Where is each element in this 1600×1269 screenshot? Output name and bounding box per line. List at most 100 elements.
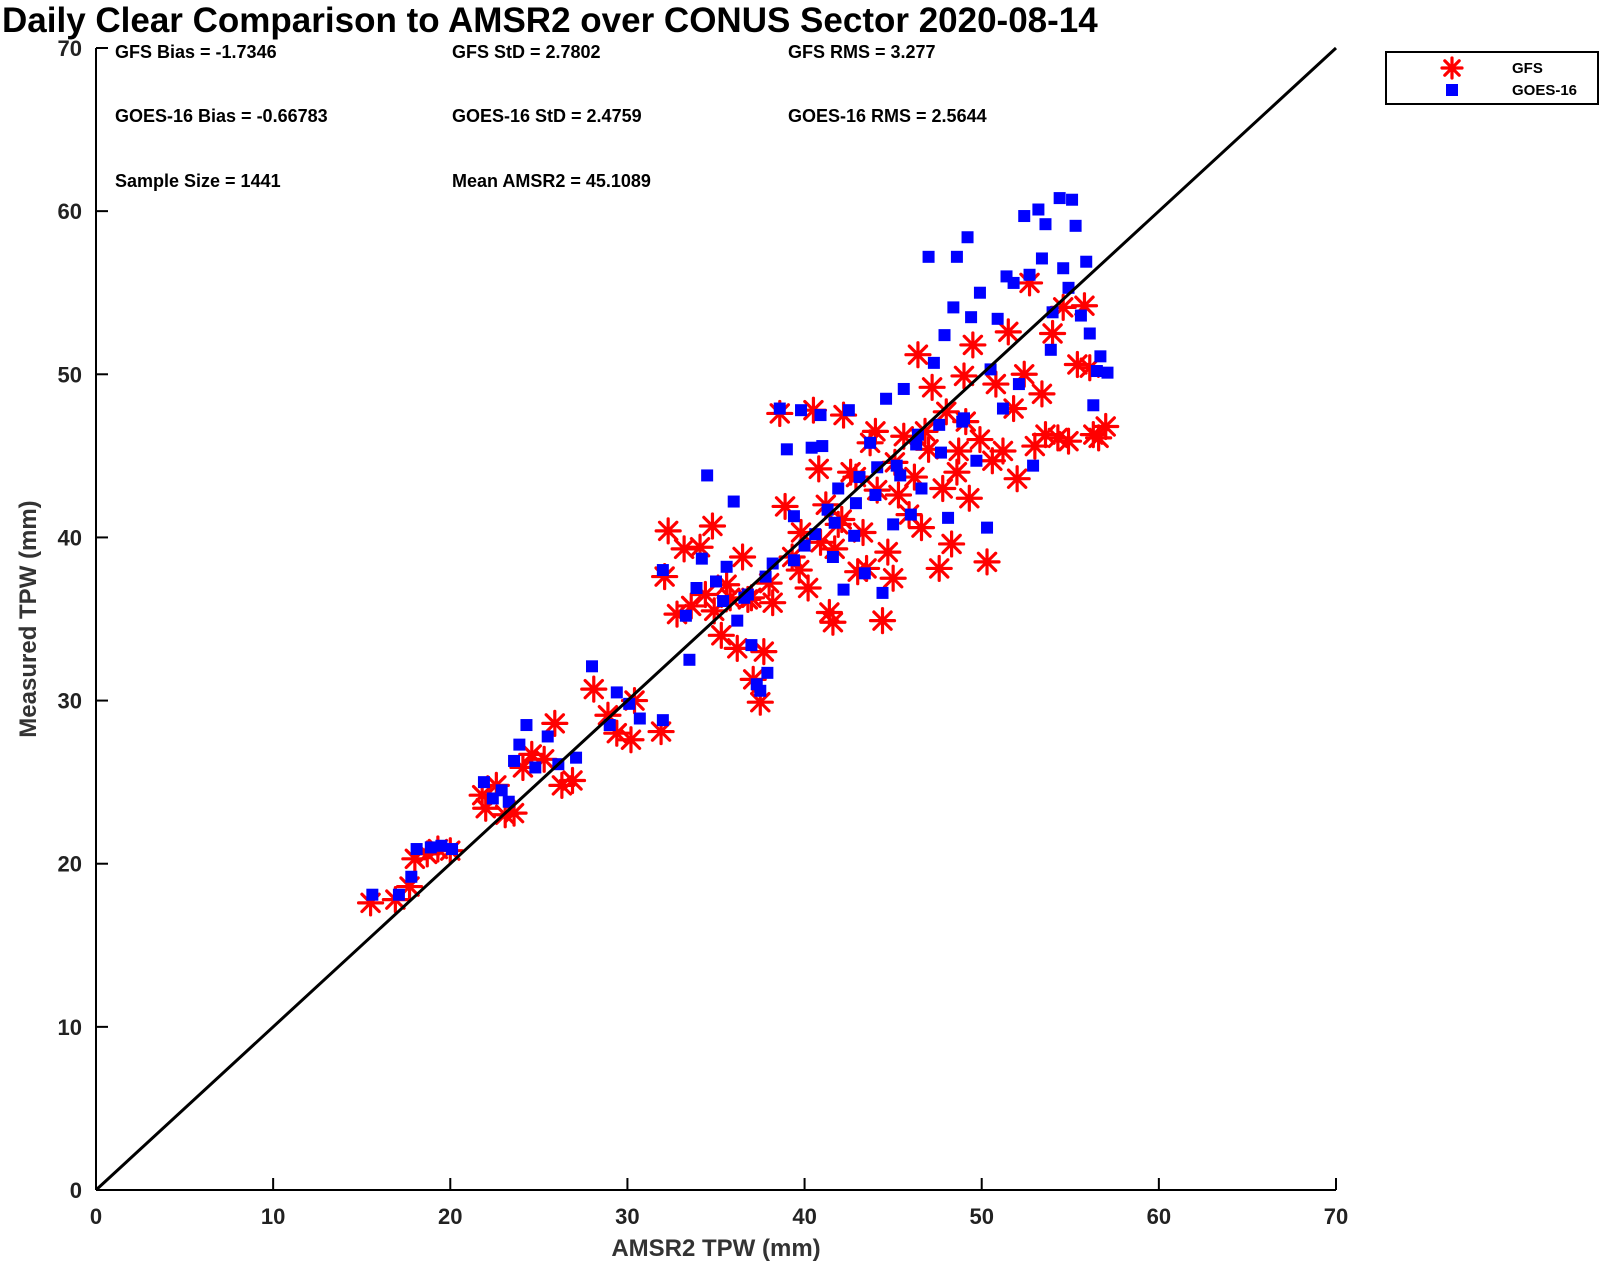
goes-16-point <box>477 776 490 789</box>
goes-16-point <box>795 404 808 417</box>
legend-goes-16-marker <box>1446 84 1458 96</box>
stat-annotation: GFS Bias = -1.7346 <box>115 42 277 62</box>
goes-16-point <box>679 609 692 622</box>
goes-16-point <box>871 461 884 474</box>
goes-16-point <box>880 392 893 405</box>
gfs-point <box>1092 412 1120 441</box>
legend-box <box>1385 51 1599 105</box>
gfs-point <box>750 638 778 666</box>
gfs-point <box>698 512 727 540</box>
goes-16-point <box>933 418 946 431</box>
goes-16-point <box>731 614 744 627</box>
goes-16-point <box>710 575 722 588</box>
gfs-point <box>907 514 936 542</box>
goes-16-point <box>690 582 703 595</box>
gfs-point <box>654 517 682 545</box>
goes-16-point <box>814 409 827 422</box>
gfs-point <box>771 492 799 521</box>
goes-16-point <box>656 714 669 727</box>
goes-16-point <box>894 469 907 482</box>
y-tick-label: 20 <box>58 852 82 877</box>
goes-16-point <box>853 471 866 484</box>
x-tick-label: 30 <box>615 1204 639 1229</box>
goes-16-point <box>745 639 758 652</box>
y-tick-label: 70 <box>58 36 82 61</box>
stat-annotation: GOES-16 StD = 2.4759 <box>452 106 642 126</box>
goes-16-point <box>787 510 800 523</box>
goes-16-point <box>1007 276 1020 289</box>
goes-16-point <box>996 402 1009 415</box>
gfs-point <box>929 474 957 503</box>
gfs-point <box>943 458 971 486</box>
y-tick-label: 0 <box>70 1178 82 1203</box>
gfs-point <box>558 766 587 795</box>
y-tick-label: 30 <box>58 689 82 714</box>
gfs-point <box>1028 380 1056 408</box>
legend-gfs-label: GFS <box>1512 60 1543 77</box>
goes-16-point <box>610 686 623 699</box>
goes-16-point <box>366 888 379 901</box>
goes-16-point <box>446 843 459 856</box>
stat-annotation: GOES-16 Bias = -0.66783 <box>115 106 328 126</box>
goes-16-point <box>832 482 845 495</box>
chart-title: Daily Clear Comparison to AMSR2 over CON… <box>2 1 1098 40</box>
goes-16-point <box>984 363 997 376</box>
goes-16-point <box>502 795 515 808</box>
goes-16-point <box>826 551 839 564</box>
goes-16-point <box>897 382 910 395</box>
x-tick-label: 40 <box>792 1204 816 1229</box>
goes-16-point <box>927 356 940 369</box>
goes-16-point <box>603 719 616 732</box>
gfs-point <box>879 564 907 592</box>
gfs-point <box>723 634 751 662</box>
goes-16-point <box>922 250 935 263</box>
goes-16-point <box>934 446 947 459</box>
goes-16-point <box>876 586 889 599</box>
x-tick-label: 0 <box>90 1204 102 1229</box>
goes-16-point <box>890 459 903 472</box>
x-tick-label: 50 <box>969 1204 993 1229</box>
goes-16-point <box>520 719 533 732</box>
goes-16-point <box>915 482 928 495</box>
goes-16-point <box>780 443 793 456</box>
goes-16-point <box>435 839 448 852</box>
goes-16-point <box>410 843 423 856</box>
gfs-point <box>904 341 932 369</box>
goes-16-point <box>1053 192 1066 205</box>
goes-16-point <box>720 560 733 573</box>
legend-goes-16-label: GOES-16 <box>1512 82 1577 99</box>
gfs-point <box>884 481 913 509</box>
gfs-point <box>966 425 994 454</box>
gfs-point <box>932 398 960 426</box>
x-tick-label: 60 <box>1147 1204 1171 1229</box>
goes-16-point <box>965 311 978 324</box>
gfs-point <box>1044 424 1072 452</box>
gfs-point <box>670 535 698 563</box>
goes-16-point <box>973 286 986 299</box>
goes-16-point <box>1094 350 1107 363</box>
goes-16-point <box>633 712 646 725</box>
series-gfs <box>356 269 1120 917</box>
gfs-point <box>950 362 978 390</box>
stat-annotation: Sample Size = 1441 <box>115 171 281 191</box>
goes-16-point <box>1087 399 1100 412</box>
goes-16-point <box>970 454 983 467</box>
gfs-point <box>959 331 987 359</box>
gfs-point <box>874 538 902 566</box>
goes-16-point <box>805 441 818 454</box>
goes-16-point <box>1057 262 1070 275</box>
goes-16-point <box>947 301 960 314</box>
goes-16-point <box>958 412 970 425</box>
goes-16-point <box>1074 309 1087 322</box>
x-tick-label: 10 <box>261 1204 285 1229</box>
stat-annotation: Mean AMSR2 = 45.1089 <box>452 171 651 191</box>
goes-16-point <box>541 730 554 743</box>
goes-16-point <box>570 751 583 764</box>
goes-16-point <box>773 402 786 415</box>
goes-16-point <box>798 539 811 552</box>
goes-16-point <box>858 567 871 580</box>
goes-16-point <box>683 653 696 666</box>
goes-16-point <box>513 738 526 751</box>
